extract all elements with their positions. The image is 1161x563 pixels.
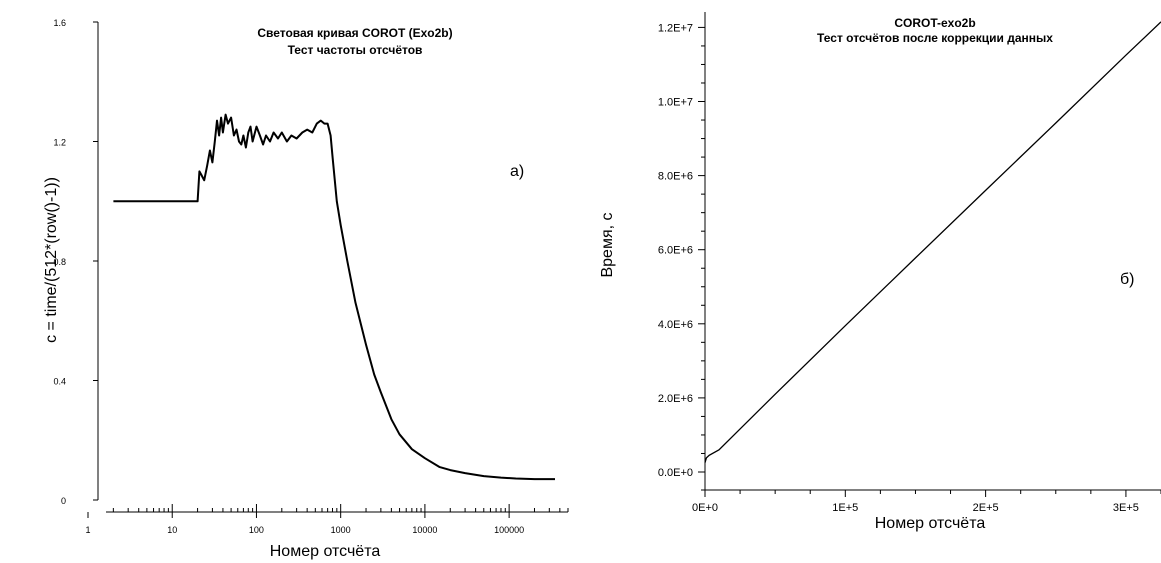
chart-left-x-axis-label: Номер отсчёта <box>270 543 381 560</box>
chart-right-y-tick-label: 6.0E+6 <box>658 245 693 257</box>
chart-left-y-tick-label: 0.8 <box>53 257 66 267</box>
chart-left-y-tick-label: 0.4 <box>53 377 66 387</box>
chart-right-x-axis-label: Номер отсчёта <box>875 515 986 532</box>
chart-left-y-axis-label: c = time/(512*(row()-1)) <box>43 177 60 343</box>
chart-left-panel-label: а) <box>510 163 524 180</box>
chart-left-x-tick-label: 100 <box>249 525 264 535</box>
chart-right-x-tick-label: 1E+5 <box>832 502 858 514</box>
chart-left-x-tick-label: 1 <box>85 525 90 535</box>
chart-left-x-tick-label: 1000 <box>331 525 351 535</box>
chart-left-y-tick-label: 1.6 <box>53 18 66 28</box>
chart-left-title: Световая кривая COROT (Exo2b) <box>257 26 452 40</box>
chart-right-y-tick-label: 1.2E+7 <box>658 22 693 34</box>
chart-right-y-tick-label: 2.0E+6 <box>658 393 693 405</box>
chart-left-series-line <box>113 113 555 481</box>
chart-right-y-tick-label: 8.0E+6 <box>658 171 693 183</box>
chart-right: COROT-exo2b Тест отсчётов после коррекци… <box>599 12 1161 532</box>
chart-right-x-tick-label: 2E+5 <box>973 502 999 514</box>
chart-right-series-line <box>704 21 1161 463</box>
chart-right-y-axis-label: Время, с <box>599 212 616 277</box>
chart-left-x-tick-label: 10 <box>167 525 177 535</box>
chart-right-subtitle: Тест отсчётов после коррекции данных <box>817 31 1053 45</box>
chart-right-x-tick-label: 3E+5 <box>1113 502 1139 514</box>
chart-left-x-tick-label: 10000 <box>412 525 437 535</box>
chart-left-subtitle: Тест частоты отсчётов <box>288 43 423 57</box>
chart-left-y-tick-label: 1.2 <box>53 138 66 148</box>
chart-right-y-tick-label: 1.0E+7 <box>658 97 693 109</box>
chart-left-x-tick-label: 100000 <box>494 525 524 535</box>
chart-right-x-tick-label: 0E+0 <box>692 502 718 514</box>
chart-right-title: COROT-exo2b <box>894 16 975 30</box>
chart-right-panel-label: б) <box>1120 271 1135 288</box>
chart-right-y-tick-label: 0.0E+0 <box>658 467 693 479</box>
chart-left: Световая кривая COROT (Exo2b) Тест часто… <box>43 18 569 560</box>
chart-left-y-tick-label: 0 <box>61 496 66 506</box>
chart-right-y-tick-label: 4.0E+6 <box>658 319 693 331</box>
